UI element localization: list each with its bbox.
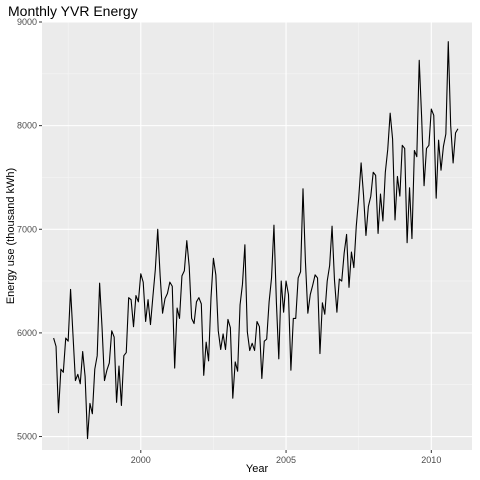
series-line (53, 41, 459, 440)
plot-panel (42, 22, 472, 450)
minor-gridlines (42, 22, 472, 450)
chart-title: Monthly YVR Energy (8, 3, 138, 19)
y-tick-label: 6000 (17, 328, 37, 338)
y-tick-label: 8000 (17, 121, 37, 131)
y-tick-label: 7000 (17, 224, 37, 234)
major-gridlines (42, 21, 472, 450)
y-axis-title: Energy use (thousand kWh) (5, 168, 17, 304)
x-tick-label: 2005 (276, 455, 296, 465)
y-tick-label: 5000 (17, 432, 37, 442)
x-axis: 2000 2005 2010 (131, 450, 441, 465)
y-axis: 5000 6000 7000 8000 9000 (17, 17, 42, 442)
y-tick-label: 9000 (17, 17, 37, 27)
x-tick-label: 2010 (421, 455, 441, 465)
x-tick-label: 2000 (131, 455, 151, 465)
x-axis-title: Year (246, 463, 269, 475)
